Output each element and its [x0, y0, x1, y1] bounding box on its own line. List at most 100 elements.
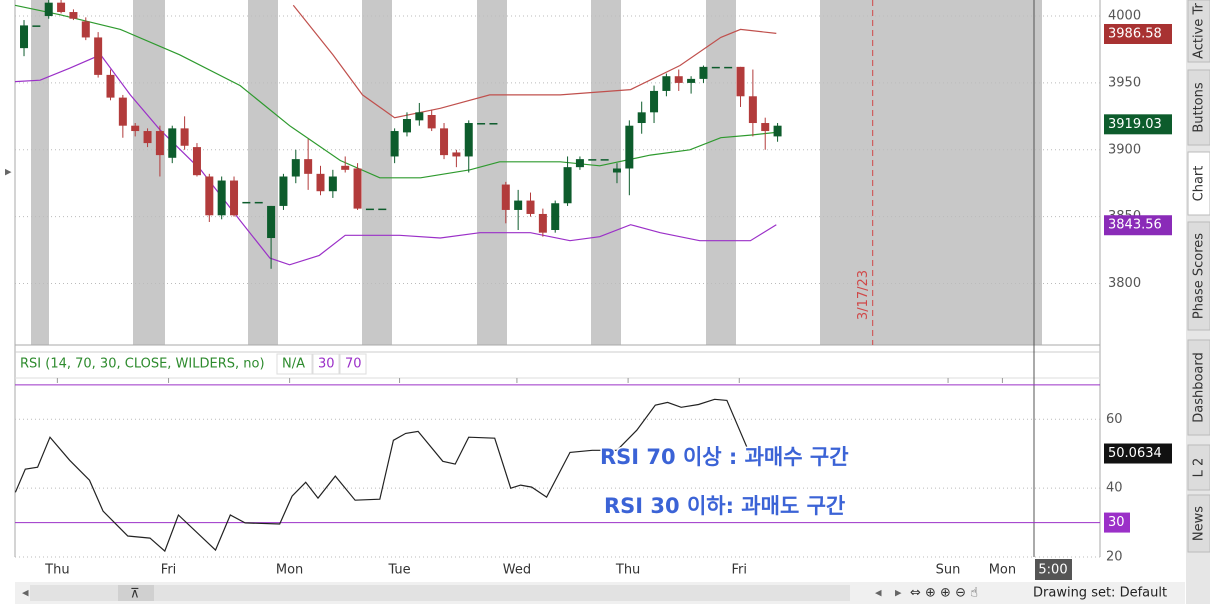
candle-body: [501, 184, 510, 210]
level-marker-label: 30: [1108, 515, 1125, 530]
candle-body: [415, 112, 424, 121]
tab[interactable]: [1187, 339, 1210, 436]
candle-body: [514, 200, 523, 210]
candle-body: [773, 125, 782, 137]
rsi-level: 30: [318, 357, 335, 372]
tab-label[interactable]: Active Tr: [1192, 2, 1207, 58]
scroll-left[interactable]: ◂: [875, 586, 882, 601]
collapse-arrow[interactable]: ▸: [5, 165, 12, 180]
shade: [31, 0, 49, 345]
candle-body: [650, 90, 659, 113]
tab-label[interactable]: Chart: [1192, 166, 1207, 202]
candle-body: [477, 123, 486, 125]
tab-label[interactable]: Dashboard: [1192, 352, 1207, 423]
candle-body: [254, 201, 263, 204]
toolbar-icons[interactable]: ⇔ ⊕ ⊕ ⊖ ☝: [910, 586, 978, 601]
price-marker-label: 3919.03: [1108, 117, 1162, 132]
y-tick-label: 3800: [1108, 276, 1141, 291]
tab[interactable]: [1187, 444, 1210, 491]
candle-body: [761, 123, 770, 132]
price-marker: [1104, 114, 1172, 135]
candle-body: [180, 128, 189, 146]
level-marker: [1104, 512, 1130, 533]
scroll-right[interactable]: ▸: [895, 586, 902, 601]
level-box: [339, 353, 367, 375]
candle-body: [637, 112, 646, 124]
candle-body: [81, 21, 90, 38]
candle-body: [242, 201, 251, 204]
candle-body: [217, 180, 226, 216]
candle-body: [94, 37, 103, 75]
tab-label[interactable]: Buttons: [1192, 82, 1207, 133]
candle-body: [687, 78, 696, 83]
candle-body: [489, 123, 498, 125]
scrollbar[interactable]: [30, 585, 850, 601]
band-line: [14, 4, 777, 179]
candle-body: [155, 131, 164, 156]
band-line: [14, 54, 777, 266]
x-tick-label: Thu: [44, 563, 69, 578]
candle-body: [143, 131, 152, 144]
candle-body: [699, 66, 708, 79]
candle-body: [304, 159, 313, 174]
tab-label[interactable]: News: [1192, 506, 1207, 541]
y-tick-label: 3900: [1108, 142, 1141, 157]
price-marker: [1104, 215, 1172, 236]
candle-body: [279, 176, 288, 206]
side-tabs: Active Tr Buttons Chart Phase Scores Dashboa…: [1187, 0, 1210, 553]
candle-body: [267, 205, 276, 239]
annotation: RSI 30 이하: 과매도 구간: [604, 494, 845, 518]
date-label: 3/17/23: [856, 270, 871, 320]
candle-body: [464, 123, 473, 157]
tab[interactable]: [1187, 221, 1210, 331]
tab-label[interactable]: Phase Scores: [1192, 233, 1207, 319]
tab-label[interactable]: L 2: [1192, 458, 1207, 478]
y-tick-label: 20: [1106, 550, 1123, 565]
tab[interactable]: [1187, 69, 1210, 146]
candle-body: [612, 168, 621, 173]
scroll-thumb[interactable]: [118, 585, 154, 601]
candle-body: [32, 25, 41, 27]
price-marker-label: 3986.58: [1108, 26, 1162, 41]
candle-body: [192, 147, 201, 176]
candle-body: [69, 12, 78, 19]
tab[interactable]: [1187, 494, 1210, 553]
x-tick-label: Fri: [732, 563, 748, 578]
candle-body: [575, 159, 584, 168]
shade: [820, 0, 1042, 345]
candle-body: [131, 125, 140, 132]
candle-body: [316, 173, 325, 192]
candle-body: [452, 152, 461, 157]
drawing-set[interactable]: Drawing set: Default: [1033, 586, 1167, 601]
y-tick-label: 3950: [1108, 75, 1141, 90]
candle-body: [563, 167, 572, 204]
rsi-line: [14, 398, 777, 553]
candle-body: [378, 208, 387, 211]
candle-body: [748, 96, 757, 124]
candle-body: [353, 168, 362, 209]
scroll-left[interactable]: ◂: [22, 586, 29, 601]
candle-body: [341, 165, 350, 170]
value-marker-label: 50.0634: [1108, 446, 1162, 461]
candle-body: [551, 203, 560, 230]
x-tick-label: Tue: [387, 563, 410, 578]
candle-body: [600, 159, 609, 161]
tab[interactable]: [1187, 151, 1210, 216]
band-line: [292, 4, 777, 119]
price-marker: [1104, 23, 1172, 44]
tab[interactable]: [1187, 0, 1210, 63]
candle-body: [711, 66, 720, 69]
scroll-handle[interactable]: ⊼: [130, 587, 140, 602]
rsi-header: RSI (14, 70, 30, CLOSE, WILDERS, no) N/A…: [20, 353, 367, 375]
time-label: 5:00: [1038, 563, 1067, 578]
status-box: [276, 353, 313, 375]
candle-body: [168, 128, 177, 158]
candle-body: [365, 208, 374, 211]
x-tick-label: Fri: [161, 563, 177, 578]
rsi-title: RSI (14, 70, 30, CLOSE, WILDERS, no): [20, 357, 265, 372]
x-tick-label: Sun: [936, 563, 961, 578]
candle-body: [118, 97, 127, 126]
candle-body: [526, 200, 535, 214]
shade: [706, 0, 736, 345]
